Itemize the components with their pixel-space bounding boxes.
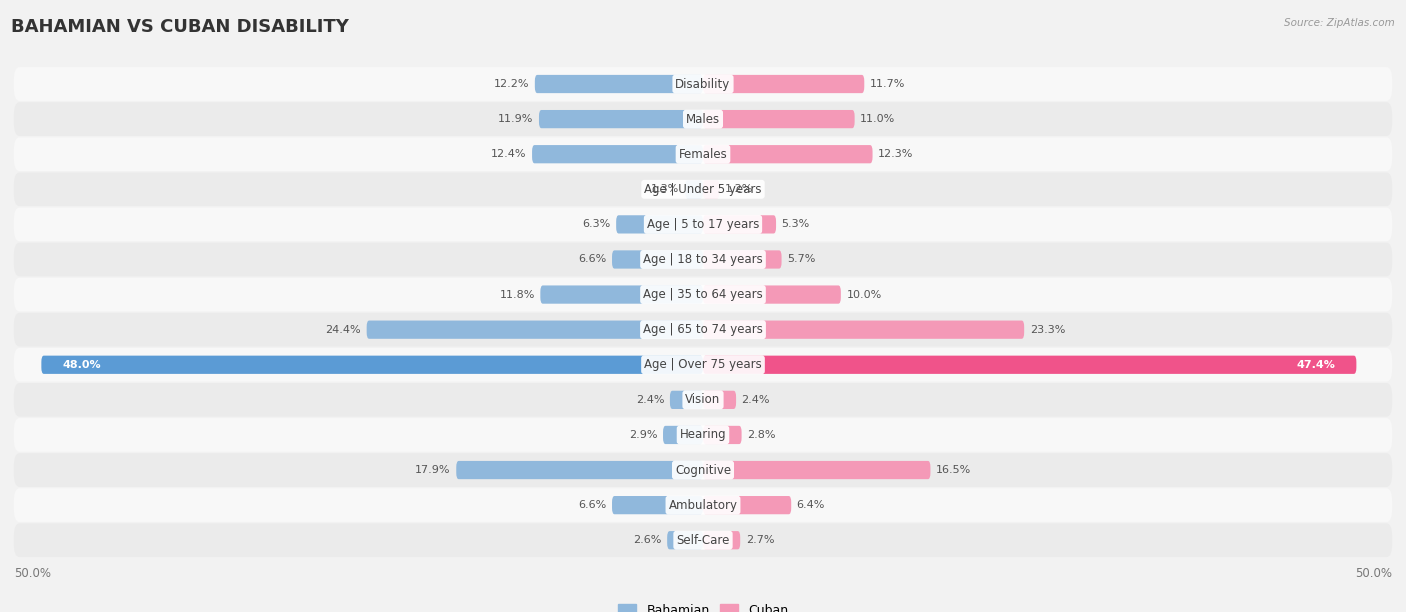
Text: 2.6%: 2.6% — [633, 536, 662, 545]
FancyBboxPatch shape — [14, 137, 1392, 171]
FancyBboxPatch shape — [612, 496, 703, 514]
Text: Age | Under 5 years: Age | Under 5 years — [644, 183, 762, 196]
FancyBboxPatch shape — [703, 110, 855, 129]
Text: 2.8%: 2.8% — [747, 430, 776, 440]
Text: 48.0%: 48.0% — [62, 360, 101, 370]
Text: 11.7%: 11.7% — [870, 79, 905, 89]
Text: 12.3%: 12.3% — [879, 149, 914, 159]
Text: 47.4%: 47.4% — [1296, 360, 1336, 370]
FancyBboxPatch shape — [703, 390, 737, 409]
FancyBboxPatch shape — [669, 390, 703, 409]
Text: 50.0%: 50.0% — [1355, 567, 1392, 580]
Text: 12.4%: 12.4% — [491, 149, 527, 159]
Text: 2.9%: 2.9% — [628, 430, 658, 440]
Text: 2.4%: 2.4% — [741, 395, 770, 405]
FancyBboxPatch shape — [14, 348, 1392, 382]
Text: 5.3%: 5.3% — [782, 219, 810, 230]
Text: Self-Care: Self-Care — [676, 534, 730, 547]
FancyBboxPatch shape — [703, 531, 740, 550]
Text: Hearing: Hearing — [679, 428, 727, 441]
Text: 17.9%: 17.9% — [415, 465, 451, 475]
Text: Source: ZipAtlas.com: Source: ZipAtlas.com — [1284, 18, 1395, 28]
FancyBboxPatch shape — [14, 453, 1392, 487]
FancyBboxPatch shape — [703, 215, 776, 234]
FancyBboxPatch shape — [457, 461, 703, 479]
FancyBboxPatch shape — [14, 173, 1392, 206]
FancyBboxPatch shape — [14, 102, 1392, 136]
FancyBboxPatch shape — [14, 383, 1392, 417]
FancyBboxPatch shape — [703, 250, 782, 269]
Text: 12.2%: 12.2% — [494, 79, 529, 89]
Text: Cognitive: Cognitive — [675, 463, 731, 477]
FancyBboxPatch shape — [703, 426, 741, 444]
FancyBboxPatch shape — [703, 321, 1024, 339]
Text: Males: Males — [686, 113, 720, 125]
FancyBboxPatch shape — [703, 180, 720, 198]
FancyBboxPatch shape — [14, 207, 1392, 241]
FancyBboxPatch shape — [14, 313, 1392, 346]
Text: 2.4%: 2.4% — [636, 395, 665, 405]
FancyBboxPatch shape — [14, 242, 1392, 277]
Text: 6.3%: 6.3% — [582, 219, 610, 230]
FancyBboxPatch shape — [664, 426, 703, 444]
FancyBboxPatch shape — [14, 418, 1392, 452]
Text: 11.0%: 11.0% — [860, 114, 896, 124]
Text: 6.6%: 6.6% — [578, 255, 606, 264]
Text: Age | 18 to 34 years: Age | 18 to 34 years — [643, 253, 763, 266]
FancyBboxPatch shape — [41, 356, 703, 374]
Text: 1.2%: 1.2% — [725, 184, 754, 194]
Text: Disability: Disability — [675, 78, 731, 91]
FancyBboxPatch shape — [538, 110, 703, 129]
Text: Females: Females — [679, 147, 727, 161]
Text: Ambulatory: Ambulatory — [668, 499, 738, 512]
Legend: Bahamian, Cuban: Bahamian, Cuban — [613, 599, 793, 612]
Text: Vision: Vision — [685, 394, 721, 406]
Text: 16.5%: 16.5% — [936, 465, 972, 475]
FancyBboxPatch shape — [612, 250, 703, 269]
FancyBboxPatch shape — [703, 356, 1357, 374]
Text: BAHAMIAN VS CUBAN DISABILITY: BAHAMIAN VS CUBAN DISABILITY — [11, 18, 349, 36]
Text: 50.0%: 50.0% — [14, 567, 51, 580]
Text: 10.0%: 10.0% — [846, 289, 882, 299]
FancyBboxPatch shape — [703, 75, 865, 93]
Text: Age | 5 to 17 years: Age | 5 to 17 years — [647, 218, 759, 231]
FancyBboxPatch shape — [14, 278, 1392, 312]
Text: 1.3%: 1.3% — [651, 184, 679, 194]
FancyBboxPatch shape — [703, 496, 792, 514]
Text: 6.4%: 6.4% — [797, 500, 825, 510]
Text: 5.7%: 5.7% — [787, 255, 815, 264]
FancyBboxPatch shape — [534, 75, 703, 93]
Text: Age | Over 75 years: Age | Over 75 years — [644, 358, 762, 371]
FancyBboxPatch shape — [14, 67, 1392, 101]
FancyBboxPatch shape — [685, 180, 703, 198]
Text: Age | 65 to 74 years: Age | 65 to 74 years — [643, 323, 763, 336]
Text: 23.3%: 23.3% — [1029, 325, 1066, 335]
FancyBboxPatch shape — [14, 523, 1392, 557]
FancyBboxPatch shape — [616, 215, 703, 234]
FancyBboxPatch shape — [668, 531, 703, 550]
FancyBboxPatch shape — [703, 461, 931, 479]
Text: 2.7%: 2.7% — [745, 536, 775, 545]
FancyBboxPatch shape — [703, 285, 841, 304]
FancyBboxPatch shape — [540, 285, 703, 304]
FancyBboxPatch shape — [367, 321, 703, 339]
FancyBboxPatch shape — [703, 145, 873, 163]
FancyBboxPatch shape — [531, 145, 703, 163]
Text: 11.8%: 11.8% — [499, 289, 534, 299]
Text: Age | 35 to 64 years: Age | 35 to 64 years — [643, 288, 763, 301]
FancyBboxPatch shape — [14, 488, 1392, 522]
Text: 11.9%: 11.9% — [498, 114, 533, 124]
Text: 24.4%: 24.4% — [326, 325, 361, 335]
Text: 6.6%: 6.6% — [578, 500, 606, 510]
